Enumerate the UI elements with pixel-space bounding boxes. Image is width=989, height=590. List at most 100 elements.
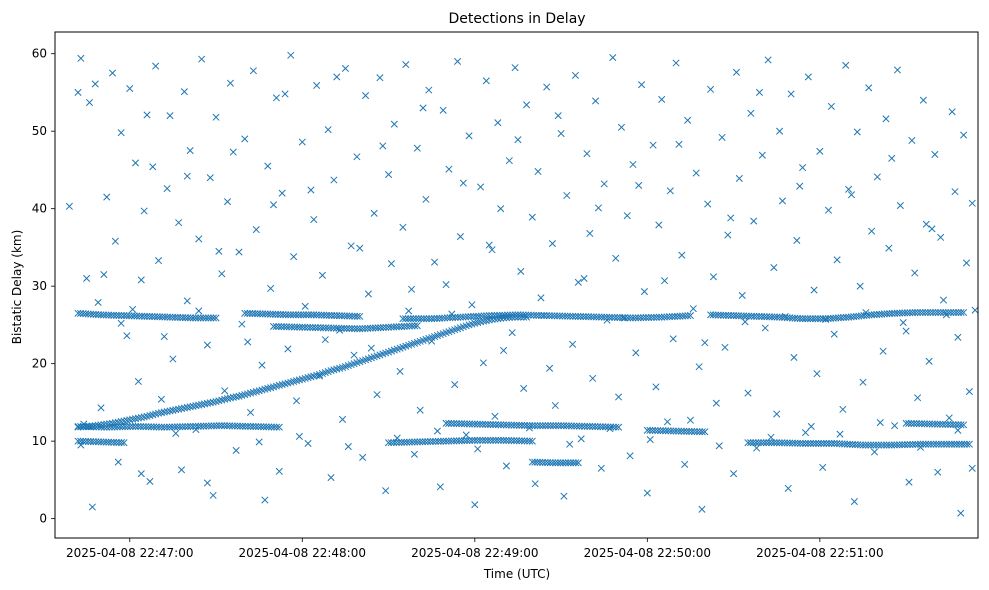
data-point-x-marker <box>264 162 272 170</box>
data-point-x-marker <box>261 496 269 504</box>
data-point-x-marker <box>882 441 891 449</box>
data-point-x-marker <box>558 312 566 320</box>
data-point-x-marker <box>744 389 752 397</box>
data-point-x-marker <box>434 437 442 445</box>
data-point-x-marker <box>157 409 165 417</box>
data-point-x-marker <box>177 405 186 413</box>
data-point-x-marker <box>931 150 939 158</box>
data-point-x-marker <box>666 187 674 195</box>
data-point-x-marker <box>906 440 914 449</box>
y-axis-label: Bistatic Delay (km) <box>10 230 24 345</box>
data-point-x-marker <box>382 487 390 495</box>
data-point-x-marker <box>275 467 283 475</box>
data-point-x-marker <box>776 127 784 135</box>
data-point-x-marker <box>817 439 825 448</box>
data-point-x-marker <box>506 311 514 319</box>
data-point-x-marker <box>942 308 950 317</box>
data-point-x-marker <box>596 423 604 431</box>
data-point-x-marker <box>415 315 423 323</box>
data-point-x-marker <box>603 313 611 321</box>
data-point-x-marker <box>839 405 847 413</box>
data-point-x-marker <box>773 439 781 447</box>
data-point-x-marker <box>864 441 872 449</box>
data-point-x-marker <box>343 324 351 332</box>
data-point-x-marker <box>301 302 309 310</box>
data-point-x-marker <box>594 204 603 212</box>
data-point-x-marker <box>598 313 606 321</box>
data-point-x-marker <box>701 428 709 436</box>
data-point-x-marker <box>642 314 650 322</box>
data-point-x-marker <box>272 322 280 331</box>
data-point-x-marker <box>473 436 481 444</box>
data-point-x-marker <box>137 413 145 422</box>
data-point-x-marker <box>850 498 858 506</box>
data-point-x-marker <box>158 423 166 431</box>
data-point-x-marker <box>287 51 295 59</box>
x-tick-label: 2025-04-08 22:51:00 <box>756 546 883 560</box>
data-point-x-marker <box>947 308 955 317</box>
data-point-x-marker <box>494 421 502 429</box>
data-point-x-marker <box>288 323 296 331</box>
data-point-x-marker <box>114 458 122 466</box>
x-tick-label: 2025-04-08 22:47:00 <box>66 546 193 560</box>
data-point-x-marker <box>307 311 315 319</box>
data-point-x-marker <box>635 181 643 189</box>
data-point-x-marker <box>347 242 355 250</box>
data-point-x-marker <box>609 54 617 62</box>
data-point-x-marker <box>143 111 151 119</box>
data-point-x-marker <box>387 439 395 447</box>
data-point-x-marker <box>647 313 655 321</box>
data-point-x-marker <box>582 313 590 321</box>
data-point-x-marker <box>111 423 119 431</box>
data-point-x-marker <box>131 415 140 423</box>
data-point-x-marker <box>489 436 497 444</box>
data-point-x-marker <box>896 441 904 449</box>
data-point-x-marker <box>460 437 468 445</box>
data-point-x-marker <box>324 324 332 332</box>
data-point-x-marker <box>84 423 93 431</box>
data-point-x-marker <box>569 312 577 320</box>
data-point-x-marker <box>180 404 188 412</box>
data-point-x-marker <box>960 421 968 429</box>
data-point-x-marker <box>569 459 577 467</box>
data-point-x-marker <box>526 437 534 445</box>
data-point-x-marker <box>183 297 191 305</box>
data-point-x-marker <box>437 437 445 445</box>
data-point-x-marker <box>939 296 948 304</box>
data-point-x-marker <box>205 422 213 430</box>
data-point-x-marker <box>494 119 502 127</box>
data-point-x-marker <box>186 422 194 431</box>
data-point-x-marker <box>226 394 234 402</box>
data-point-x-marker <box>232 446 240 454</box>
data-point-x-marker <box>169 355 177 363</box>
data-point-x-marker <box>804 73 812 81</box>
data-point-x-marker <box>120 417 128 425</box>
data-point-x-marker <box>523 437 531 445</box>
data-point-x-marker <box>168 423 176 431</box>
data-point-x-marker <box>290 323 298 331</box>
data-point-x-marker <box>409 315 417 323</box>
data-point-x-marker <box>925 357 933 365</box>
data-point-x-marker <box>809 439 817 448</box>
data-point-x-marker <box>762 439 770 447</box>
data-point-x-marker <box>439 437 447 445</box>
data-point-x-marker <box>515 437 523 445</box>
data-point-x-marker <box>238 320 246 328</box>
data-point-x-marker <box>701 339 709 347</box>
data-point-x-marker <box>632 349 640 357</box>
data-point-x-marker <box>960 131 968 139</box>
data-point-x-marker <box>226 79 234 87</box>
data-point-x-marker <box>356 244 364 252</box>
data-point-x-marker <box>532 311 540 319</box>
data-point-x-marker <box>822 315 830 324</box>
data-point-x-marker <box>962 259 971 267</box>
data-point-x-marker <box>479 420 487 428</box>
data-point-x-marker <box>932 440 940 448</box>
data-point-x-marker <box>667 427 675 435</box>
data-point-x-marker <box>192 425 200 434</box>
data-point-x-marker <box>218 270 226 278</box>
data-point-x-marker <box>77 54 85 62</box>
data-point-x-marker <box>442 281 450 289</box>
data-point-x-marker <box>781 439 789 447</box>
data-point-x-marker <box>551 401 559 410</box>
